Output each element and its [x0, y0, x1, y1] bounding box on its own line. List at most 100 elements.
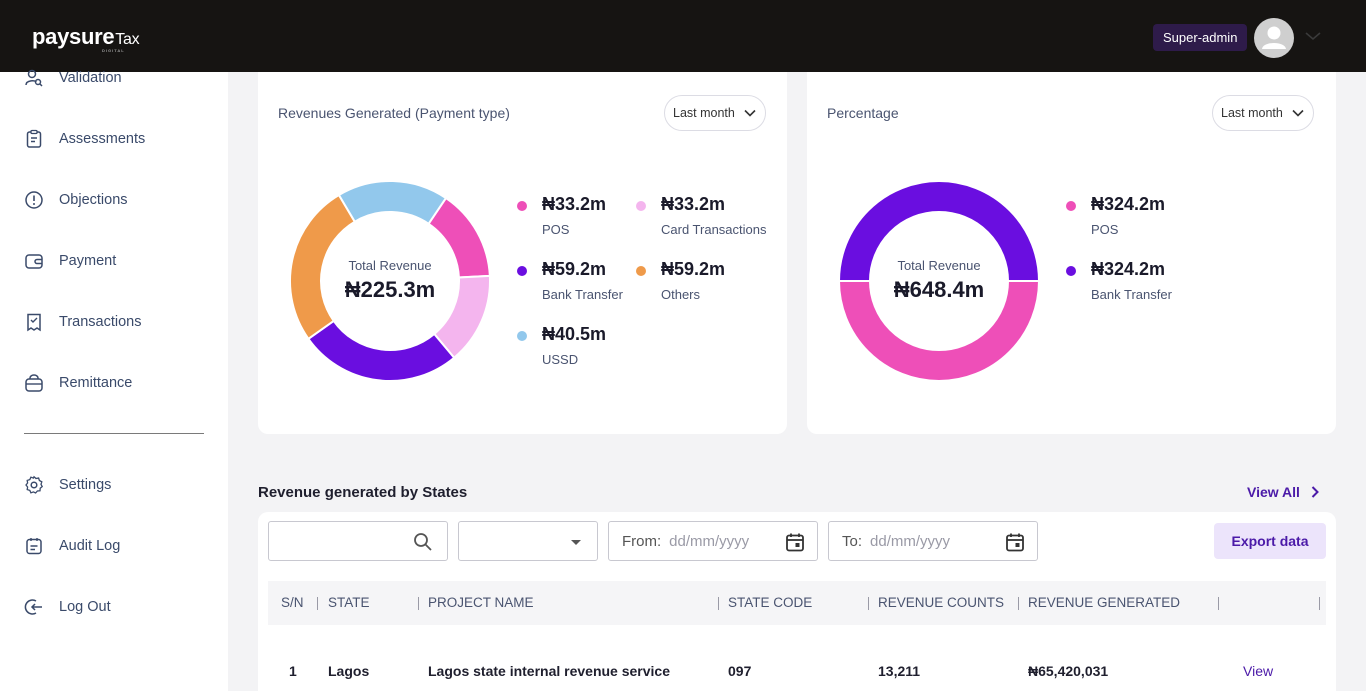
- sidebar-item-assessments[interactable]: Assessments: [24, 127, 145, 151]
- chevron-right-icon: [1311, 486, 1319, 498]
- donut-center: Total Revenue ₦225.3m: [320, 258, 460, 303]
- chevron-down-icon[interactable]: [1304, 30, 1322, 42]
- legend-name: Others: [661, 287, 701, 302]
- column-separator[interactable]: [1018, 597, 1019, 610]
- cell-state: Lagos: [328, 663, 370, 679]
- column-separator[interactable]: [1218, 597, 1219, 610]
- cell-revenue-counts: 13,211: [878, 663, 921, 679]
- sidebar-item-label: Audit Log: [59, 538, 121, 554]
- from-date-label: From:: [622, 532, 662, 550]
- brand-tagline: DIGITAL: [102, 48, 125, 53]
- to-date-input[interactable]: To: dd/mm/yyyy: [828, 521, 1038, 561]
- wallet-icon: [25, 254, 43, 269]
- legend-value: ₦33.2m: [661, 194, 726, 214]
- donut-slice-ussd[interactable]: [337, 181, 448, 226]
- states-table-card: From: dd/mm/yyyy To: dd/mm/yyyy Export d…: [258, 512, 1336, 691]
- legend-value: ₦59.2m: [661, 259, 726, 279]
- total-revenue-value: ₦225.3m: [344, 277, 436, 302]
- brand-logo[interactable]: paysureTax DIGITAL: [32, 24, 140, 53]
- legend-dot: [517, 266, 527, 276]
- clipboard-icon: [26, 129, 42, 148]
- sidebar-item-label: Payment: [59, 253, 117, 269]
- sidebar-item-settings[interactable]: Settings: [24, 473, 111, 497]
- section-title: Revenue generated by States: [258, 484, 468, 501]
- column-separator[interactable]: [317, 597, 318, 610]
- column-header[interactable]: STATE: [328, 595, 370, 610]
- column-separator[interactable]: [868, 597, 869, 610]
- revenue-donut-chart: [290, 181, 490, 381]
- export-data-button[interactable]: Export data: [1214, 523, 1326, 559]
- column-header[interactable]: S/N: [281, 595, 304, 610]
- user-avatar-icon: [1262, 26, 1286, 49]
- receipt-icon: [27, 313, 41, 332]
- legend-value: ₦33.2m: [542, 194, 607, 214]
- cell-state-code: 097: [728, 663, 752, 679]
- sidebar-item-audit-log[interactable]: Audit Log: [24, 534, 120, 558]
- column-separator[interactable]: [1319, 597, 1320, 610]
- calendar-icon[interactable]: [785, 532, 805, 552]
- role-badge: Super-admin: [1153, 24, 1248, 51]
- legend-dot: [636, 266, 646, 276]
- donut-center: Total Revenue ₦648.4m: [869, 258, 1009, 303]
- sidebar-item-payment[interactable]: Payment: [24, 249, 116, 273]
- table-header: S/N STATE PROJECT NAME STATE CODE REVENU…: [268, 581, 1326, 625]
- from-date-input[interactable]: From: dd/mm/yyyy: [608, 521, 818, 561]
- donut-slice-pos[interactable]: [839, 280, 1039, 381]
- view-all-link[interactable]: View All: [1247, 484, 1320, 500]
- chevron-down-icon: [1292, 109, 1304, 117]
- from-date-placeholder: dd/mm/yyyy: [669, 532, 750, 550]
- gear-icon: [25, 475, 44, 494]
- column-header[interactable]: PROJECT NAME: [428, 595, 534, 610]
- sidebar-item-label: Transactions: [59, 314, 142, 330]
- period-dropdown-label: Last month: [673, 106, 735, 120]
- cell-project-name: Lagos state internal revenue service: [428, 663, 670, 679]
- legend-name: Bank Transfer: [542, 287, 623, 302]
- legend-name: USSD: [542, 352, 579, 367]
- view-row-link[interactable]: View: [1243, 663, 1274, 679]
- sidebar-item-transactions[interactable]: Transactions: [24, 310, 141, 334]
- legend-dot: [1066, 266, 1076, 276]
- period-dropdown-label: Last month: [1221, 106, 1283, 120]
- percentage-donut-chart: [839, 181, 1039, 381]
- sidebar-item-label: Objections: [59, 192, 128, 208]
- period-dropdown[interactable]: Last month: [1212, 95, 1314, 131]
- user-search-icon: [25, 69, 43, 87]
- to-date-placeholder: dd/mm/yyyy: [870, 532, 951, 550]
- donut-slice-bank-transfer[interactable]: [306, 319, 456, 381]
- column-header[interactable]: STATE CODE: [728, 595, 813, 610]
- sidebar-item-log-out[interactable]: Log Out: [24, 595, 111, 619]
- state-select[interactable]: [458, 521, 598, 561]
- legend-name: Card Transactions: [661, 222, 767, 237]
- view-all-label: View All: [1247, 484, 1300, 500]
- sidebar-item-label: Log Out: [59, 599, 111, 615]
- search-icon: [414, 533, 432, 551]
- sidebar-item-remittance[interactable]: Remittance: [24, 371, 132, 395]
- cell-revenue-generated: ₦65,420,031: [1028, 663, 1109, 679]
- avatar[interactable]: [1254, 18, 1294, 58]
- column-separator[interactable]: [418, 597, 419, 610]
- legend-name: POS: [1091, 222, 1119, 237]
- cell-sn: 1: [289, 663, 297, 679]
- column-header[interactable]: REVENUE GENERATED: [1028, 595, 1181, 610]
- bag-icon: [25, 374, 43, 392]
- calendar-icon[interactable]: [1005, 532, 1025, 552]
- card-title: Revenues Generated (Payment type): [278, 105, 510, 121]
- column-header[interactable]: REVENUE COUNTS: [878, 595, 1005, 610]
- legend-value: ₦40.5m: [542, 324, 607, 344]
- column-separator[interactable]: [718, 597, 719, 610]
- sidebar: Validation Assessments Objections Paymen…: [0, 69, 228, 691]
- legend-name: Bank Transfer: [1091, 287, 1172, 302]
- logout-icon: [24, 599, 42, 615]
- sidebar-divider: [24, 433, 204, 434]
- legend-value: ₦324.2m: [1091, 259, 1166, 279]
- search-input[interactable]: [268, 521, 448, 561]
- top-bar: paysureTax DIGITAL Super-admin: [0, 0, 1366, 72]
- total-revenue-label: Total Revenue: [897, 258, 981, 273]
- donut-slice-bank-transfer[interactable]: [839, 181, 1039, 282]
- legend-value: ₦324.2m: [1091, 194, 1166, 214]
- sidebar-item-validation[interactable]: Validation: [24, 66, 122, 90]
- legend-dot: [517, 331, 527, 341]
- sidebar-item-label: Assessments: [59, 131, 146, 147]
- period-dropdown[interactable]: Last month: [664, 95, 766, 131]
- sidebar-item-objections[interactable]: Objections: [24, 188, 128, 212]
